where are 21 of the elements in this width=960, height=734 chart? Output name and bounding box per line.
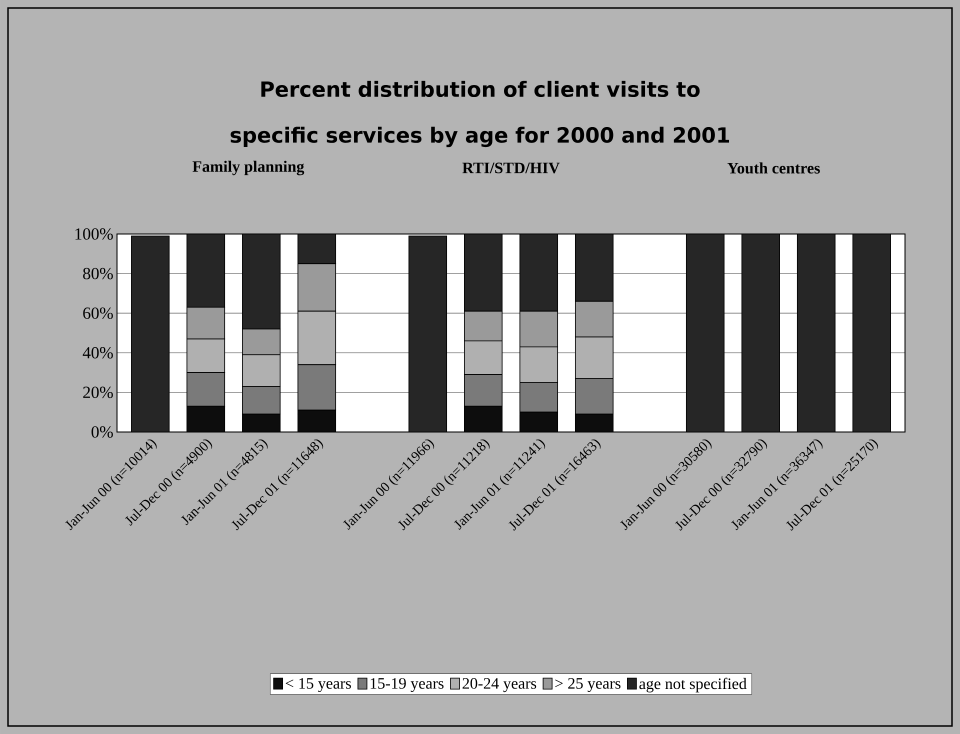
y-tick-label: 40% [82,347,113,359]
text: Youth centres [727,162,820,174]
text: RTI/STD/HIV [462,162,560,174]
y-tick-label: 100% [75,228,113,240]
y-tick-label: 80% [83,268,113,280]
bar [574,414,614,432]
legend-label: > 25 years [555,678,620,692]
bar [298,410,336,432]
legend-label: age not specified [639,678,747,692]
y-tick-label: 60% [83,307,113,319]
y-tick-label: 0% [92,426,113,438]
legend-label: < 15 years [286,678,351,692]
y-tick-label: 20% [83,386,113,398]
bar [242,414,281,432]
bar [464,406,503,432]
text: Family planning [192,160,304,176]
chart-title: Percent distribution of client visits to specific services by age for 2000 and 2001 [230,80,730,148]
legend-label: 20-24 years [462,678,536,692]
bar [519,412,558,432]
bar [186,406,226,432]
legend-label: 15-19 years [370,678,444,692]
